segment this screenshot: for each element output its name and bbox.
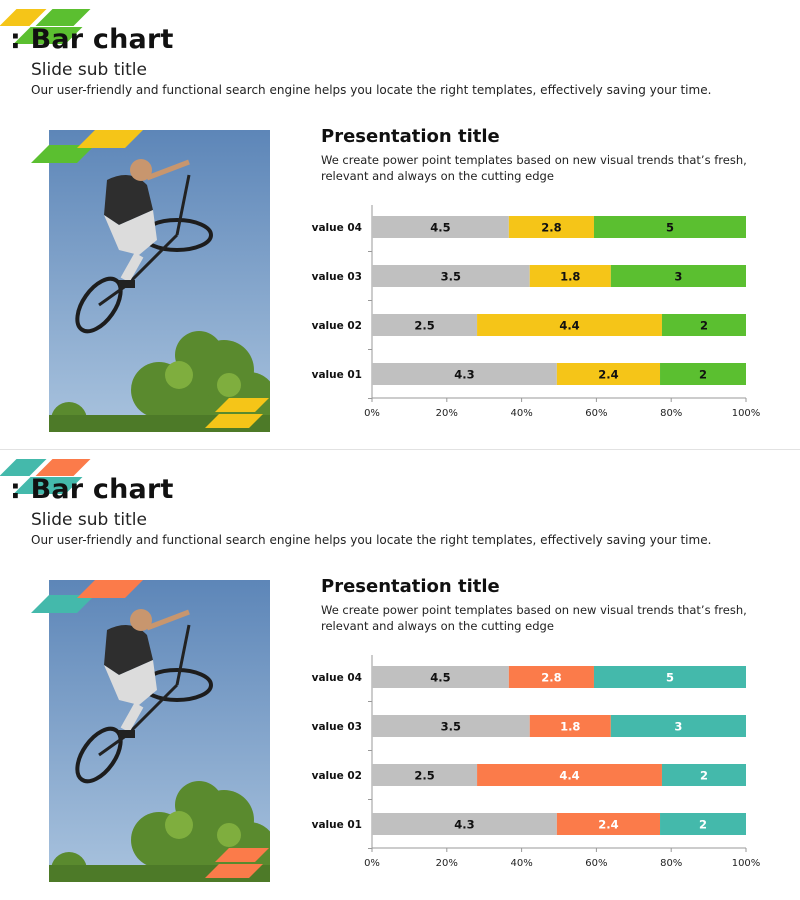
data-label: 1.8 bbox=[560, 720, 580, 734]
bar-segment bbox=[610, 715, 746, 737]
x-tick-label: 40% bbox=[510, 408, 532, 419]
slide-2: : Bar chart Slide sub title Our user-fri… bbox=[0, 450, 800, 900]
x-tick-label: 0% bbox=[364, 408, 380, 419]
data-label: 2.5 bbox=[414, 319, 434, 333]
bar-segment bbox=[660, 813, 746, 835]
data-label: 4.4 bbox=[559, 769, 579, 783]
x-tick-label: 80% bbox=[660, 408, 682, 419]
x-tick-label: 0% bbox=[364, 858, 380, 869]
x-tick-label: 40% bbox=[510, 858, 532, 869]
data-label: 3.5 bbox=[441, 720, 461, 734]
data-label: 5 bbox=[666, 221, 674, 235]
data-label: 2 bbox=[699, 818, 707, 832]
category-label: value 01 bbox=[312, 369, 362, 381]
data-label: 3 bbox=[674, 720, 682, 734]
bar-segment bbox=[508, 666, 594, 688]
bar-segment bbox=[593, 216, 746, 238]
presentation-description-line-2: relevant and always on the cutting edge bbox=[321, 169, 554, 183]
bar-segment bbox=[477, 314, 662, 336]
presentation-description-line-2: relevant and always on the cutting edge bbox=[321, 619, 554, 633]
category-label: value 04 bbox=[312, 672, 362, 684]
data-label: 4.4 bbox=[559, 319, 579, 333]
bar-segment bbox=[529, 265, 611, 287]
data-label: 4.5 bbox=[430, 221, 450, 235]
bar-segment bbox=[372, 265, 530, 287]
bar-segment bbox=[610, 265, 746, 287]
data-label: 2.8 bbox=[541, 671, 561, 685]
bar-segment bbox=[661, 314, 746, 336]
data-label: 5 bbox=[666, 671, 674, 685]
data-label: 1.8 bbox=[560, 270, 580, 284]
data-label: 2.4 bbox=[598, 368, 618, 382]
bar-segment bbox=[529, 715, 611, 737]
data-label: 4.3 bbox=[454, 818, 474, 832]
stacked-bar-chart-2: 0% 20% 40% 60% 80% 100% value 04 4.5 2.8 5 value 0… bbox=[312, 655, 761, 869]
x-tick-label: 60% bbox=[585, 408, 607, 419]
slide-title: : Bar chart bbox=[10, 474, 174, 505]
bar-segment bbox=[372, 363, 557, 385]
slide-description: Our user-friendly and functional search … bbox=[31, 533, 712, 547]
x-tick-label: 20% bbox=[436, 858, 458, 869]
bar-segment bbox=[372, 764, 478, 786]
bar-segment bbox=[593, 666, 746, 688]
slide-subtitle: Slide sub title bbox=[31, 510, 147, 530]
bmx-rider-photo bbox=[49, 580, 270, 882]
bar-segment bbox=[372, 715, 530, 737]
presentation-description-line-1: We create power point templates based on… bbox=[321, 603, 747, 617]
data-label: 4.3 bbox=[454, 368, 474, 382]
bar-segment bbox=[508, 216, 594, 238]
data-label: 2.5 bbox=[414, 769, 434, 783]
data-label: 3.5 bbox=[441, 270, 461, 284]
x-tick-label: 100% bbox=[732, 408, 761, 419]
slide-title: : Bar chart bbox=[10, 24, 174, 55]
data-label: 2.8 bbox=[541, 221, 561, 235]
bar-segment bbox=[660, 363, 746, 385]
data-label: 4.5 bbox=[430, 671, 450, 685]
category-label: value 02 bbox=[312, 320, 362, 332]
bar-segment bbox=[372, 216, 509, 238]
data-label: 2.4 bbox=[598, 818, 618, 832]
data-label: 2 bbox=[699, 368, 707, 382]
bar-segment bbox=[372, 314, 478, 336]
category-label: value 01 bbox=[312, 819, 362, 831]
bar-segment bbox=[477, 764, 662, 786]
category-label: value 04 bbox=[312, 222, 362, 234]
slide-1: : Bar chart Slide sub title Our user-fri… bbox=[0, 9, 800, 450]
data-label: 3 bbox=[674, 270, 682, 284]
slide-description: Our user-friendly and functional search … bbox=[31, 83, 712, 97]
stacked-bar-chart-1: 0% 20% 40% 60% 80% 100% value 04 4.5 2.8 5 value 0… bbox=[312, 205, 761, 419]
x-tick-label: 20% bbox=[436, 408, 458, 419]
bar-segment bbox=[556, 363, 661, 385]
x-tick-label: 100% bbox=[732, 858, 761, 869]
category-label: value 03 bbox=[312, 721, 362, 733]
presentation-description-line-1: We create power point templates based on… bbox=[321, 153, 747, 167]
data-label: 2 bbox=[700, 319, 708, 333]
bar-segment bbox=[372, 666, 509, 688]
data-label: 2 bbox=[700, 769, 708, 783]
x-tick-label: 60% bbox=[585, 858, 607, 869]
category-label: value 03 bbox=[312, 271, 362, 283]
slide-subtitle: Slide sub title bbox=[31, 60, 147, 80]
x-tick-label: 80% bbox=[660, 858, 682, 869]
bar-segment bbox=[661, 764, 746, 786]
presentation-title: Presentation title bbox=[321, 576, 500, 597]
bmx-rider-photo bbox=[49, 130, 270, 432]
presentation-title: Presentation title bbox=[321, 126, 500, 147]
presentation-description: We create power point templates based on… bbox=[321, 152, 761, 184]
presentation-description: We create power point templates based on… bbox=[321, 602, 761, 634]
category-label: value 02 bbox=[312, 770, 362, 782]
bar-segment bbox=[556, 813, 661, 835]
bar-segment bbox=[372, 813, 557, 835]
